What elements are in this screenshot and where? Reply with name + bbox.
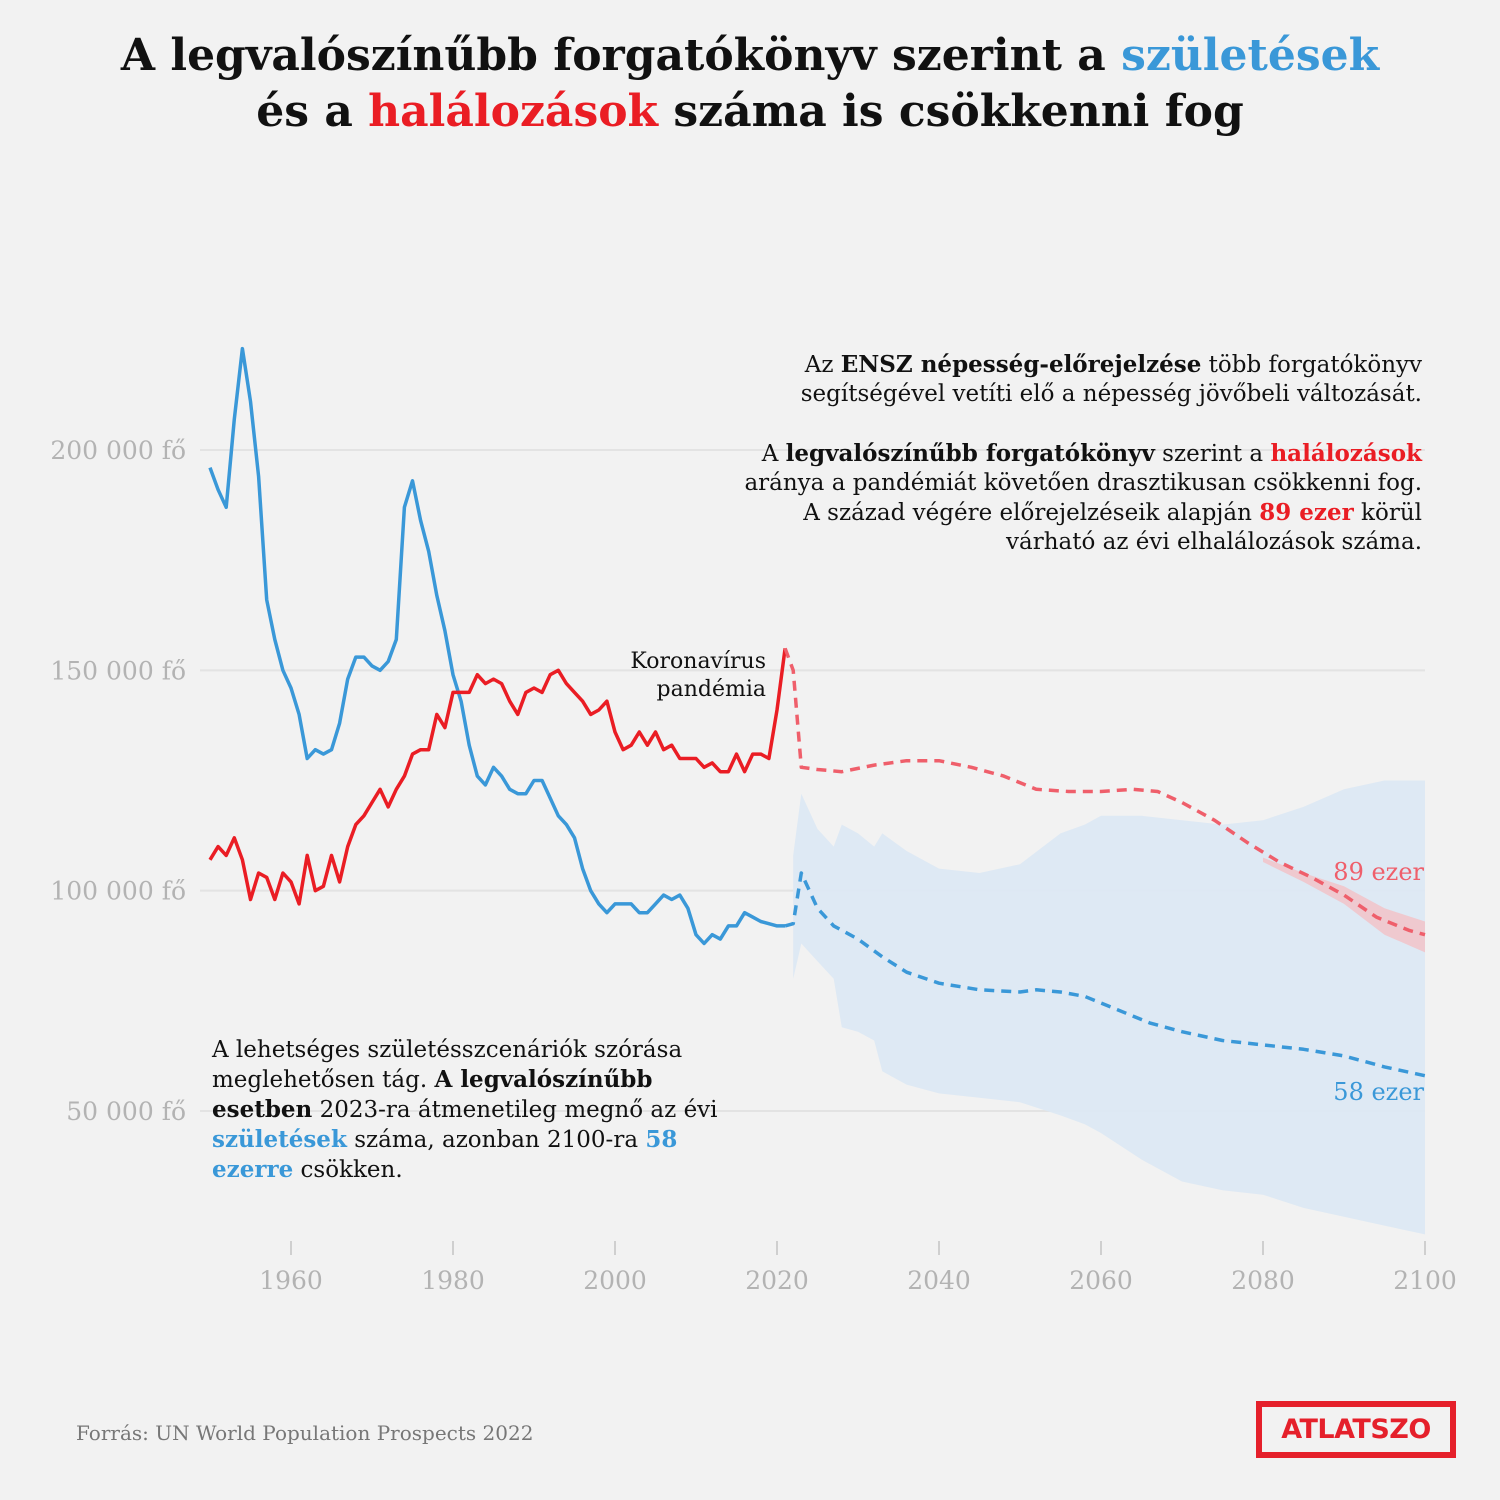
ann-births-word: születések xyxy=(212,1126,347,1153)
source-note: Forrás: UN World Population Prospects 20… xyxy=(76,1421,534,1445)
y-axis-ticks: 50 000 fő 100 000 fő 150 000 fő 200 000 fő xyxy=(50,436,186,1126)
births-end-label: 58 ezer xyxy=(1333,1078,1424,1106)
x-tick-label: 2060 xyxy=(1069,1266,1133,1295)
deaths-historical-line xyxy=(208,648,787,906)
ann-text: 2023-ra átmenetileg megnő az évi xyxy=(312,1097,718,1123)
y-tick-label: 150 000 fő xyxy=(50,656,186,685)
ann-bold: A legvalószínűbb esetben xyxy=(212,1066,653,1123)
ann-text: szerint a xyxy=(1154,441,1271,467)
ann-text: körül várható az évi elhalálozások száma… xyxy=(1006,500,1422,555)
data-lines xyxy=(208,346,1426,1078)
atlatszo-logo[interactable]: ATLATSZO xyxy=(1256,1401,1456,1458)
ann-text: A xyxy=(761,441,786,467)
x-tick-label: 1980 xyxy=(421,1266,485,1295)
ann-text: aránya a pandémiát követően drasztikusan… xyxy=(744,470,1422,526)
ann-text: száma, azonban 2100-ra xyxy=(346,1127,646,1153)
chart-title: A legvalószínűbb forgatókönyv szerint a … xyxy=(0,28,1500,140)
x-tick-label: 1960 xyxy=(259,1266,323,1295)
x-axis-ticks: 1960 1980 2000 2020 2040 2060 2080 2100 xyxy=(259,1241,1457,1295)
title-line2-text: és a xyxy=(256,86,369,137)
x-tick-label: 2040 xyxy=(907,1266,971,1295)
y-tick-label: 100 000 fő xyxy=(50,877,186,906)
annotation-paragraph-2: A legvalószínűbb forgatókönyv szerint a … xyxy=(722,439,1422,557)
x-tick-label: 2000 xyxy=(583,1266,647,1295)
ann-text: több forgatókönyv segítségével vetíti el… xyxy=(800,352,1422,407)
covid-line1: Koronavírus xyxy=(630,649,766,674)
ann-bold: legvalószínűbb forgatókönyv xyxy=(785,440,1155,467)
covid-annotation: Koronavírus pandémia xyxy=(566,648,766,704)
title-deaths-word: halálozások xyxy=(368,86,659,137)
title-line2-end: száma is csökkenni fog xyxy=(658,86,1244,137)
deaths-uncertainty-band xyxy=(1263,857,1425,953)
annotation-paragraph-1: Az ENSZ népesség-előrejelzése több forga… xyxy=(722,350,1422,409)
x-tick-label: 2020 xyxy=(745,1266,809,1295)
covid-line2: pandémia xyxy=(656,677,766,702)
deaths-end-label: 89 ezer xyxy=(1333,858,1424,886)
births-projection-line xyxy=(784,871,1426,1078)
projection-annotation: Az ENSZ népesség-előrejelzése több forga… xyxy=(722,350,1422,587)
ann-text: csökken. xyxy=(293,1157,403,1183)
x-tick-label: 2100 xyxy=(1393,1266,1457,1295)
ann-deaths-value: 89 ezer xyxy=(1259,499,1354,526)
ann-deaths-word: halálozások xyxy=(1270,440,1422,467)
title-line1-text: A legvalószínűbb forgatókönyv szerint a xyxy=(120,30,1122,81)
title-births-word: születések xyxy=(1121,30,1380,81)
ann-text: Az xyxy=(804,352,841,378)
deaths-projection-line xyxy=(783,647,1426,937)
ann-births-value: 58 ezerre xyxy=(212,1126,678,1183)
y-tick-label: 50 000 fő xyxy=(66,1097,186,1126)
ann-bold: ENSZ népesség-előrejelzése xyxy=(840,351,1202,378)
ann-text: A lehetséges születésszcenáriók szórása … xyxy=(212,1037,683,1093)
births-annotation: A lehetséges születésszcenáriók szórása … xyxy=(212,1036,732,1185)
x-tick-label: 2080 xyxy=(1231,1266,1295,1295)
births-historical-line xyxy=(208,346,786,946)
annotation-paragraph-3: A lehetséges születésszcenáriók szórása … xyxy=(212,1036,732,1185)
y-tick-label: 200 000 fő xyxy=(50,436,186,465)
